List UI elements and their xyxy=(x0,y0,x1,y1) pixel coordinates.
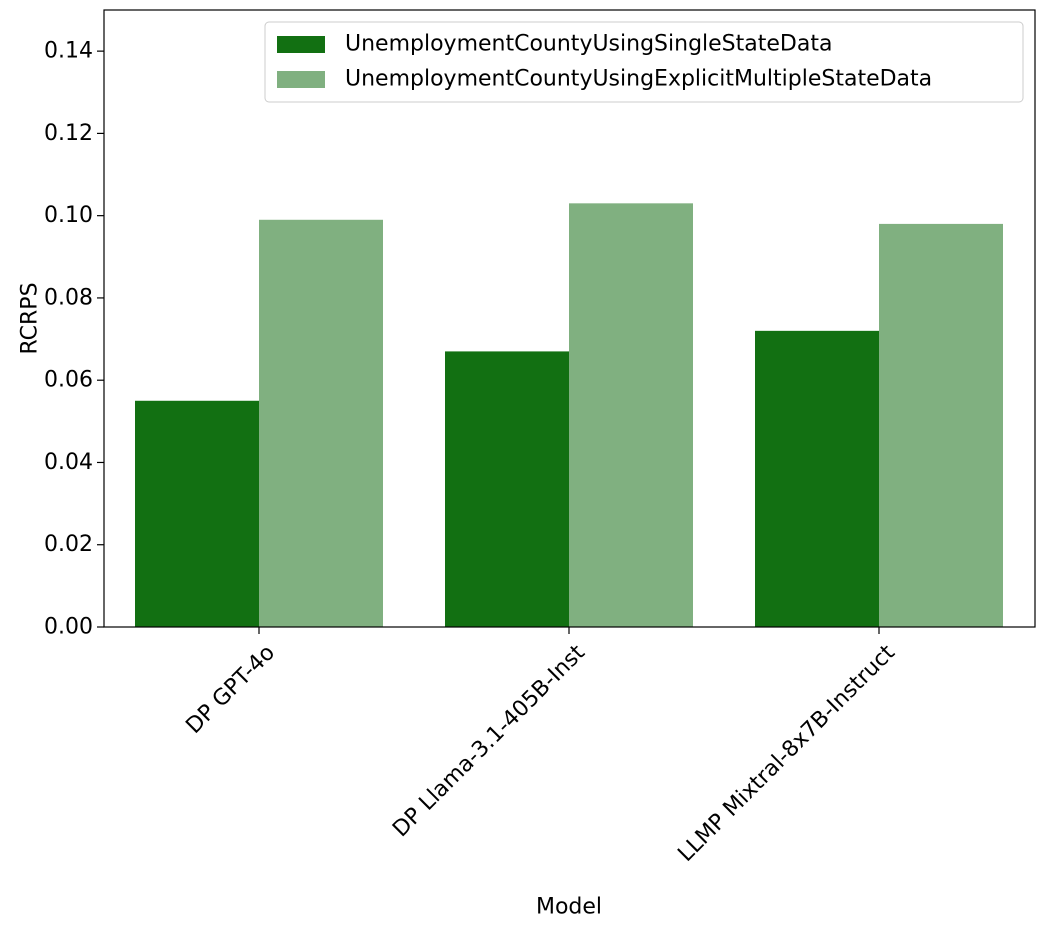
y-tick-label-1: 0.00 xyxy=(44,615,93,640)
y-tick-label-4: 0.06 xyxy=(44,368,93,393)
bar-2-2 xyxy=(569,203,693,627)
y-axis: 0.00 0.02 0.04 0.06 0.08 0.10 0.12 0.14 xyxy=(44,39,104,640)
legend-label-2: UnemploymentCountyUsingExplicitMultipleS… xyxy=(345,67,932,92)
legend-swatch-2 xyxy=(277,71,325,88)
x-tick-label-2: DP Llama-3.1-405B-Inst xyxy=(388,640,590,842)
bar-1-2 xyxy=(445,351,569,627)
bar-1-3 xyxy=(755,330,879,627)
y-tick-label-2: 0.02 xyxy=(44,532,93,557)
bars-group xyxy=(135,203,1003,628)
y-tick-label-3: 0.04 xyxy=(44,450,93,475)
x-axis: DP GPT-4o DP Llama-3.1-405B-Inst LLMP Mixt… xyxy=(181,627,900,867)
y-axis-title: RCRPS xyxy=(18,282,43,354)
legend: UnemploymentCountyUsingSingleStateData Un… xyxy=(264,21,1024,103)
x-tick-label-1: DP GPT-4o xyxy=(181,640,280,739)
x-tick-label-3: LLMP Mixtral-8x7B-Instruct xyxy=(673,640,900,867)
bar-2-1 xyxy=(259,219,383,627)
bar-2-3 xyxy=(879,223,1003,628)
legend-label-1: UnemploymentCountyUsingSingleStateData xyxy=(345,32,832,57)
plot-frame xyxy=(103,9,1036,628)
legend-box xyxy=(264,21,1024,103)
legend-swatch-1 xyxy=(277,36,325,53)
y-tick-label-6: 0.10 xyxy=(44,203,93,228)
x-axis-title: Model xyxy=(536,895,602,920)
y-tick-label-5: 0.08 xyxy=(44,285,93,310)
bar-1-1 xyxy=(135,400,259,627)
y-tick-label-8: 0.14 xyxy=(44,39,93,64)
y-tick-label-7: 0.12 xyxy=(44,121,93,146)
